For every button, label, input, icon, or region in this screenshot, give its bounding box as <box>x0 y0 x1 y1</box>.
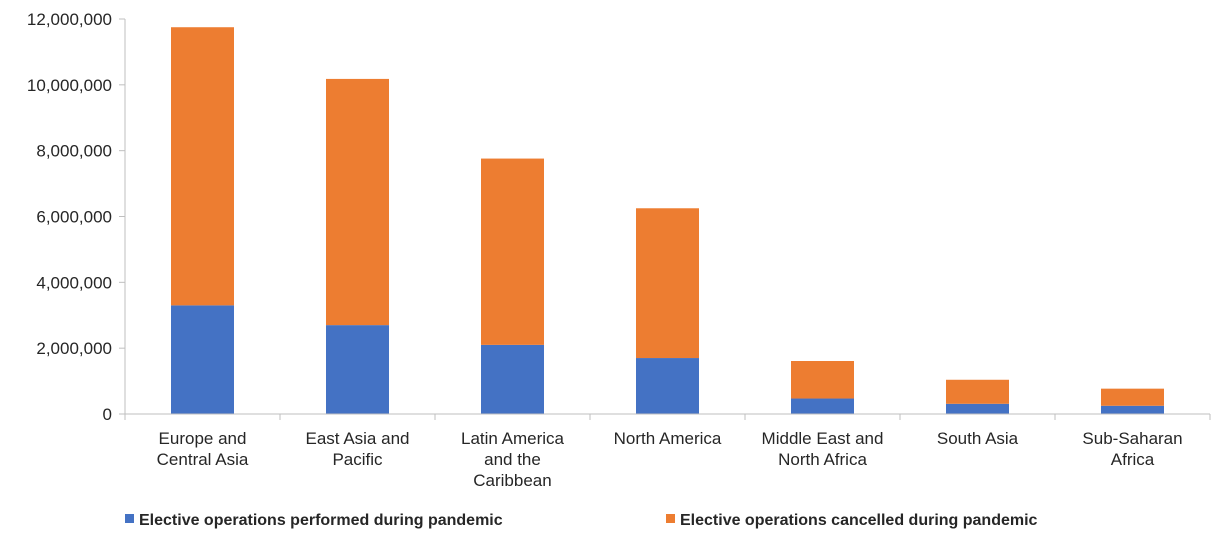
y-tick-label: 2,000,000 <box>36 339 112 358</box>
y-tick-label: 0 <box>103 405 112 424</box>
bar-performed-4 <box>791 398 854 414</box>
x-category-label-line: Latin America <box>461 429 565 448</box>
bar-cancelled-1 <box>326 78 389 326</box>
bar-performed-1 <box>326 325 389 414</box>
x-category-label: East Asia and Pacific <box>306 429 410 469</box>
x-category-label-line: Africa <box>1111 450 1155 469</box>
y-tick-label: 8,000,000 <box>36 142 112 161</box>
x-category-label: Sub-Saharan Africa <box>1082 429 1182 469</box>
x-category-label: South Asia <box>937 429 1019 448</box>
bar-cancelled-5 <box>946 379 1009 404</box>
x-category-label-line: and the <box>484 450 541 469</box>
legend: Elective operations performed during pan… <box>125 512 1038 529</box>
bar-cancelled-4 <box>791 361 854 399</box>
x-category-label-line: South Asia <box>937 429 1019 448</box>
x-category-label-line: North America <box>614 429 722 448</box>
x-category-label-line: Central Asia <box>157 450 249 469</box>
bar-cancelled-3 <box>636 208 699 359</box>
bar-performed-6 <box>1101 405 1164 414</box>
bars <box>171 27 1164 414</box>
x-axis: Europe and Central Asia East Asia and Pacif… <box>124 413 1211 490</box>
x-category-label: Europe and Central Asia <box>157 429 249 469</box>
x-category-label-line: Middle East and <box>762 429 884 448</box>
x-category-label: North America <box>614 429 722 448</box>
x-category-label-line: Pacific <box>332 450 383 469</box>
x-category-label-line: North Africa <box>778 450 867 469</box>
y-tick-label: 6,000,000 <box>36 208 112 227</box>
y-tick-label: 10,000,000 <box>27 76 112 95</box>
bar-performed-0 <box>171 305 234 414</box>
x-category-label-line: Caribbean <box>473 471 551 490</box>
x-category-label-line: Sub-Saharan <box>1082 429 1182 448</box>
bar-performed-2 <box>481 344 544 414</box>
y-tick-label: 12,000,000 <box>27 10 112 29</box>
bar-cancelled-6 <box>1101 388 1164 406</box>
legend-swatch-performed <box>125 514 134 523</box>
x-category-label: Latin America and the Caribbean <box>461 429 565 490</box>
x-category-label-line: Europe and <box>159 429 247 448</box>
legend-label-performed: Elective operations performed during pan… <box>139 512 503 529</box>
bar-cancelled-0 <box>171 27 234 306</box>
x-category-label-line: East Asia and <box>306 429 410 448</box>
x-category-label: Middle East and North Africa <box>762 429 884 469</box>
y-tick-label: 4,000,000 <box>36 273 112 292</box>
bar-cancelled-2 <box>481 158 544 345</box>
bar-performed-3 <box>636 358 699 414</box>
y-axis: 0 2,000,000 4,000,000 6,000,000 8,000,000 10,… <box>27 10 126 424</box>
bar-performed-5 <box>946 403 1009 414</box>
legend-swatch-cancelled <box>666 514 675 523</box>
legend-label-cancelled: Elective operations cancelled during pan… <box>680 512 1038 529</box>
